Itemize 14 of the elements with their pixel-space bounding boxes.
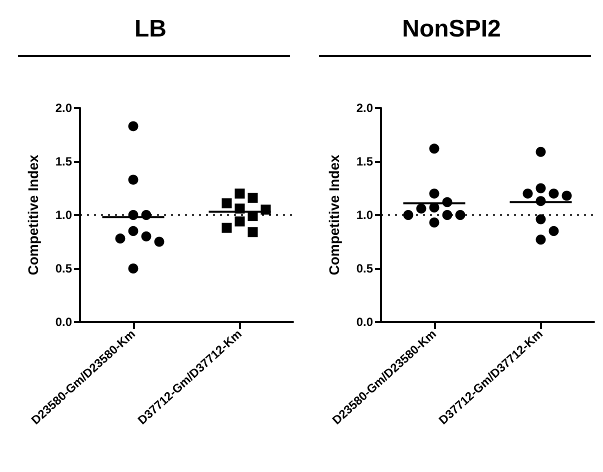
y-tick-label: 2.0 bbox=[55, 101, 72, 115]
y-tick-label: 1.5 bbox=[356, 154, 374, 168]
y-axis-title: Competitive Index bbox=[25, 154, 41, 276]
y-tick-label: 0.0 bbox=[356, 315, 374, 329]
y-tick-label: 0.5 bbox=[55, 262, 72, 276]
y-tick-label: 1.0 bbox=[356, 208, 374, 222]
y-tick-label: 0.0 bbox=[55, 315, 72, 329]
chart-title: NonSPI2 bbox=[402, 16, 501, 42]
y-tick-label: 1.0 bbox=[55, 208, 72, 222]
y-tick-label: 1.5 bbox=[55, 154, 72, 168]
y-axis-title: Competitive Index bbox=[326, 154, 342, 276]
chart-title: LB bbox=[134, 16, 166, 42]
y-tick-label: 2.0 bbox=[356, 101, 374, 115]
y-tick-label: 0.5 bbox=[356, 262, 374, 276]
